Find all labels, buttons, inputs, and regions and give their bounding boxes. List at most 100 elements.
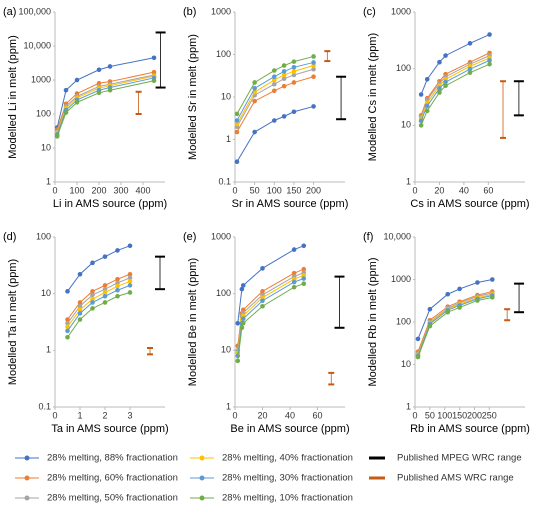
point xyxy=(260,303,265,309)
series-line xyxy=(420,34,490,95)
point xyxy=(90,289,95,294)
point xyxy=(281,63,287,68)
point xyxy=(240,316,246,322)
point xyxy=(301,266,307,272)
point xyxy=(291,69,297,74)
point xyxy=(487,61,492,67)
panel-label: (f) xyxy=(363,231,373,243)
point xyxy=(63,87,69,93)
x-tick-label: 2 xyxy=(102,410,107,420)
y-tick-label: 10 xyxy=(41,142,51,152)
point xyxy=(311,74,316,80)
x-tick-label: 200 xyxy=(306,185,321,195)
point xyxy=(252,129,257,135)
x-axis-title: Cs in AMS source (ppm) xyxy=(410,198,529,210)
point xyxy=(467,41,473,46)
x-tick-label: 150 xyxy=(452,410,467,420)
point xyxy=(65,324,70,330)
point xyxy=(415,336,421,342)
x-tick-label: 200 xyxy=(467,410,482,420)
x-tick-label: 60 xyxy=(483,185,493,195)
series-line xyxy=(236,76,314,133)
point xyxy=(467,70,473,75)
point xyxy=(77,317,83,322)
y-tick-label: 100 xyxy=(396,63,411,73)
legend-marker xyxy=(24,475,30,481)
y-tick-label: 100 xyxy=(36,231,51,241)
point xyxy=(90,260,95,266)
point xyxy=(418,92,424,97)
y-axis-title: Modelled Li in melt (ppm) xyxy=(7,35,19,159)
point xyxy=(311,60,316,65)
point xyxy=(54,134,60,139)
x-tick-label: 150 xyxy=(286,185,301,195)
point xyxy=(475,280,480,285)
x-tick-label: 400 xyxy=(135,185,150,195)
legend-marker xyxy=(24,455,30,461)
x-tick-label: 0 xyxy=(412,410,417,420)
point xyxy=(281,76,287,81)
x-tick-label: 0 xyxy=(52,410,57,420)
point xyxy=(65,334,70,340)
point xyxy=(77,311,83,316)
series-line xyxy=(236,68,314,127)
x-axis-title: Be in AMS source (ppm) xyxy=(230,423,349,435)
point xyxy=(90,306,95,311)
x-axis-title: Sr in AMS source (ppm) xyxy=(232,198,349,210)
point xyxy=(487,32,492,37)
x-tick-label: 20 xyxy=(257,410,267,420)
series-line xyxy=(236,105,314,162)
panel-label: (a) xyxy=(3,6,16,18)
point xyxy=(437,86,442,91)
point xyxy=(102,283,108,288)
point xyxy=(107,64,113,69)
y-tick-label: 100 xyxy=(396,316,411,326)
point xyxy=(281,72,287,78)
point xyxy=(252,86,257,91)
series-line xyxy=(420,57,490,120)
point xyxy=(489,295,495,300)
series-line xyxy=(67,245,131,292)
legend-label: 28% melting, 88% fractionation xyxy=(47,453,178,464)
series-line xyxy=(420,59,490,122)
series-line xyxy=(67,273,131,320)
y-tick-label: 1000 xyxy=(391,6,411,16)
point xyxy=(271,74,277,80)
y-tick-label: 1 xyxy=(226,401,231,411)
point xyxy=(102,300,108,305)
point xyxy=(260,298,265,304)
point xyxy=(291,80,297,85)
legend-label: 28% melting, 30% fractionation xyxy=(222,473,353,484)
y-tick-label: 1 xyxy=(226,134,231,144)
x-tick-label: 300 xyxy=(113,185,128,195)
point xyxy=(291,284,297,290)
point xyxy=(445,309,451,315)
point xyxy=(252,80,257,85)
point xyxy=(487,58,492,63)
point xyxy=(291,247,297,252)
y-tick-label: 1 xyxy=(406,176,411,186)
legend-label: Published MPEG WRC range xyxy=(397,453,522,464)
x-axis-title: Ta in AMS source (ppm) xyxy=(51,423,168,435)
panel-label: (d) xyxy=(3,231,16,243)
point xyxy=(127,283,133,288)
point xyxy=(239,286,245,292)
y-axis-title: Modelled Rb in melt (ppm) xyxy=(367,258,379,387)
point xyxy=(443,53,448,58)
point xyxy=(63,110,69,115)
y-tick-label: 10,000 xyxy=(383,231,411,241)
point xyxy=(90,292,95,298)
legend-label: 28% melting, 50% fractionation xyxy=(47,493,178,504)
y-tick-label: 1000 xyxy=(211,231,231,241)
x-tick-label: 0 xyxy=(232,410,237,420)
series-line xyxy=(417,296,493,358)
panel-label: (e) xyxy=(183,231,196,243)
point xyxy=(74,77,80,83)
point xyxy=(77,307,83,313)
series-line xyxy=(420,63,490,126)
legend-label: Published AMS WRC range xyxy=(397,473,514,484)
point xyxy=(115,248,120,253)
point xyxy=(115,287,120,293)
x-tick-label: 100 xyxy=(267,185,282,195)
